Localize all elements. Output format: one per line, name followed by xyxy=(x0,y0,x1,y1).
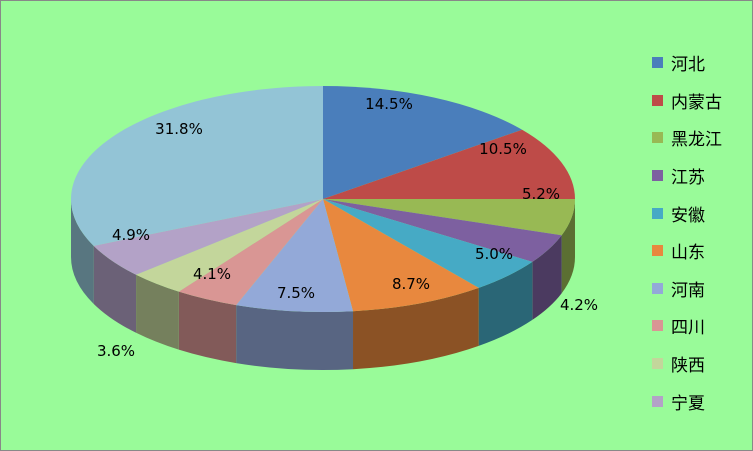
legend-swatch xyxy=(652,207,663,219)
legend-item: 黑龙江 xyxy=(652,119,722,157)
data-label: 3.6% xyxy=(97,342,135,360)
data-label: 4.9% xyxy=(112,226,150,244)
pie-slice-side xyxy=(136,274,179,350)
legend-label: 内蒙古 xyxy=(671,92,722,113)
pie-slice xyxy=(70,85,323,246)
data-label: 31.8% xyxy=(155,120,203,138)
pie-slice-side xyxy=(478,261,533,346)
legend-label: 山东 xyxy=(671,243,705,264)
pie-slice xyxy=(136,199,323,292)
pie-slice xyxy=(323,199,533,288)
legend: 河北内蒙古黑龙江江苏安徽山东河南四川陕西宁夏 xyxy=(652,44,722,420)
pie-slice-side xyxy=(236,305,354,370)
legend-item: 四川 xyxy=(652,307,722,345)
pie-slice xyxy=(323,199,575,236)
legend-item: 宁夏 xyxy=(652,382,722,420)
pie-slice xyxy=(178,199,323,306)
pie-slice-side xyxy=(93,245,137,333)
legend-item: 河南 xyxy=(652,270,722,308)
pie-slice-side xyxy=(353,287,479,370)
pie-slice-side xyxy=(532,235,562,320)
legend-label: 黑龙江 xyxy=(671,130,722,151)
legend-swatch xyxy=(652,57,663,69)
legend-label: 宁夏 xyxy=(671,393,705,414)
legend-item: 安徽 xyxy=(652,194,722,232)
pie-slice xyxy=(323,199,562,262)
legend-item: 陕西 xyxy=(652,345,722,383)
pie-slice xyxy=(323,86,523,199)
legend-swatch xyxy=(652,282,663,294)
data-label: 7.5% xyxy=(277,284,315,302)
pie-slice-side xyxy=(178,291,237,364)
legend-swatch xyxy=(652,132,663,144)
legend-label: 江苏 xyxy=(671,168,705,189)
legend-label: 河南 xyxy=(671,280,705,301)
data-label: 10.5% xyxy=(479,140,527,158)
legend-item: 江苏 xyxy=(652,157,722,195)
legend-item: 河北 xyxy=(652,44,722,82)
legend-swatch xyxy=(652,358,663,370)
pie-slice-side xyxy=(561,199,575,294)
legend-label: 河北 xyxy=(671,55,705,76)
legend-swatch xyxy=(652,245,663,257)
pie-slice xyxy=(236,199,354,312)
data-label: 14.5% xyxy=(365,95,413,113)
legend-swatch xyxy=(652,320,663,332)
legend-item: 内蒙古 xyxy=(652,82,722,120)
pie-slice xyxy=(323,129,575,199)
legend-swatch xyxy=(652,94,663,106)
data-label: 4.1% xyxy=(193,265,231,283)
legend-swatch xyxy=(652,170,663,182)
legend-label: 陕西 xyxy=(671,356,705,377)
legend-label: 四川 xyxy=(671,318,705,339)
legend-swatch xyxy=(652,395,663,407)
data-label: 8.7% xyxy=(392,275,430,293)
legend-item: 山东 xyxy=(652,232,722,270)
legend-label: 安徽 xyxy=(671,205,705,226)
data-label: 4.2% xyxy=(560,296,598,314)
pie-slice xyxy=(323,199,479,312)
pie-slice xyxy=(93,199,324,275)
pie-slice-side xyxy=(71,199,94,304)
data-label: 5.2% xyxy=(522,185,560,203)
data-label: 5.0% xyxy=(475,245,513,263)
